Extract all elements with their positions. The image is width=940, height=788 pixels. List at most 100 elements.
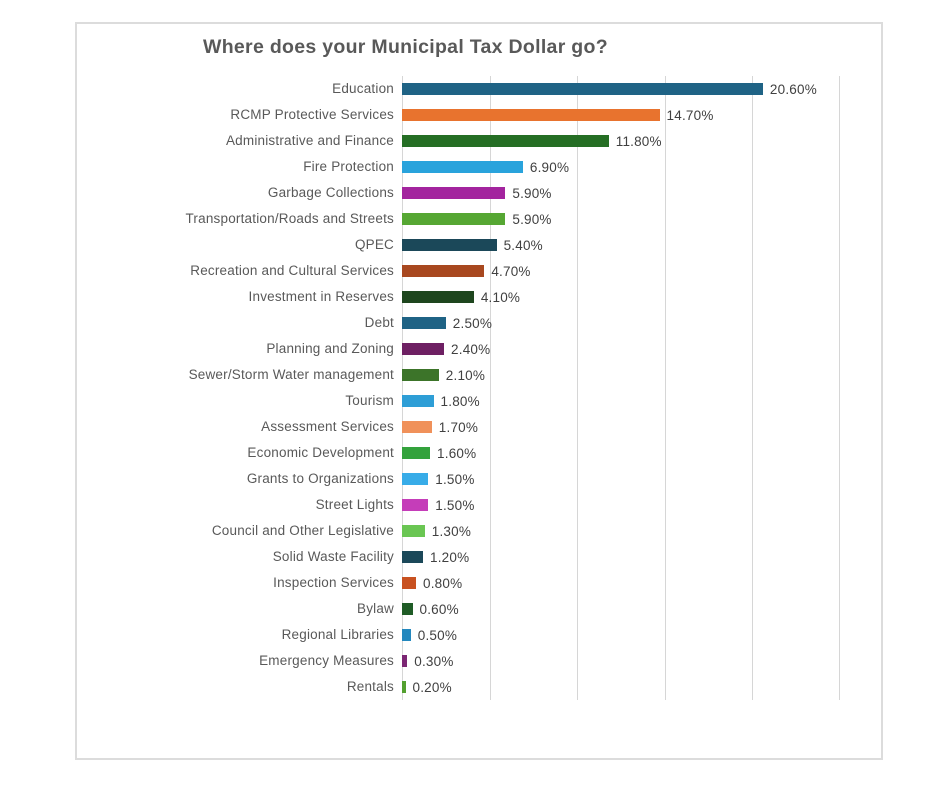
category-label: Inspection Services (273, 575, 394, 590)
bar (402, 187, 506, 199)
gridline (664, 76, 666, 700)
bar-value-label: 1.70% (438, 419, 479, 435)
bar (402, 213, 506, 225)
bar-value-label: 0.60% (419, 601, 459, 617)
category-label: Economic Development (247, 445, 394, 460)
bar (402, 551, 424, 563)
category-label: Transportation/Roads and Streets (185, 211, 394, 226)
bar-value-label: 1.50% (435, 471, 475, 487)
bar-row: 5.90% (402, 180, 840, 206)
bar-row: 2.10% (402, 362, 840, 388)
bar-row: 2.40% (402, 336, 840, 362)
bar-value-label: 5.90% (512, 211, 552, 227)
category-label: Regional Libraries (281, 627, 394, 642)
bar-row: 0.80% (402, 570, 840, 596)
category-label: Recreation and Cultural Services (190, 263, 394, 278)
bar-value-label: 11.80% (615, 133, 662, 149)
bar (402, 629, 411, 641)
bars-area: 20.60% 14.70% 11.80% 6.90% 5.90% 5.90% 5.40% 4.… (402, 76, 840, 700)
category-label: Tourism (345, 393, 394, 408)
gridline (489, 76, 491, 700)
category-label: Debt (364, 315, 394, 330)
chart-title: Where does your Municipal Tax Dollar go? (203, 36, 608, 58)
bar (402, 291, 474, 303)
category-labels: Education RCMP Protective Services Adminis… (80, 76, 394, 700)
bar-row: 11.80% (402, 128, 840, 154)
bar-row: 0.20% (402, 674, 840, 700)
bar (402, 603, 413, 615)
bar-value-label: 1.80% (440, 393, 480, 409)
category-label: Street Lights (315, 497, 394, 512)
bar-row: 0.30% (402, 648, 840, 674)
bar-row: 14.70% (402, 102, 840, 128)
bar-value-label: 1.20% (430, 549, 470, 565)
bar (402, 343, 445, 355)
bar (402, 447, 431, 459)
bar (402, 317, 446, 329)
bar-row: 6.90% (402, 154, 840, 180)
bar-value-label: 14.70% (666, 107, 714, 123)
bar (402, 421, 432, 433)
bar (402, 369, 439, 381)
bar (402, 161, 523, 173)
category-label: Investment in Reserves (248, 289, 394, 304)
bar (402, 109, 660, 121)
category-label: Bylaw (356, 601, 394, 616)
category-label: Emergency Measures (259, 653, 394, 668)
gridline (839, 76, 840, 700)
bar-row: 1.60% (402, 440, 840, 466)
bar-row: 1.20% (402, 544, 840, 570)
category-label: Assessment Services (261, 419, 394, 434)
bar-row: 0.60% (402, 596, 840, 622)
bar-row: 1.50% (402, 492, 840, 518)
bar-value-label: 1.30% (431, 523, 472, 539)
bar-row: 1.50% (402, 466, 840, 492)
bar (402, 83, 763, 95)
bar-value-label: 1.60% (437, 445, 477, 461)
bar-row: 1.70% (402, 414, 840, 440)
bar-value-label: 0.30% (414, 653, 454, 669)
bar (402, 577, 417, 589)
category-label: Rentals (346, 679, 394, 694)
bar (402, 265, 485, 277)
category-label: Solid Waste Facility (272, 549, 394, 564)
bar-row: 2.50% (402, 310, 840, 336)
bar (402, 239, 497, 251)
bar (402, 135, 609, 147)
bar-row: 5.40% (402, 232, 840, 258)
gridline (577, 76, 579, 700)
bar-value-label: 20.60% (769, 81, 817, 97)
category-label: Council and Other Legislative (211, 523, 394, 538)
category-label: Administrative and Finance (225, 133, 394, 148)
bar-row: 20.60% (402, 76, 840, 102)
bar (402, 681, 406, 693)
bar-value-label: 0.80% (423, 575, 463, 591)
category-label: Grants to Organizations (246, 471, 394, 486)
bar-row: 0.50% (402, 622, 840, 648)
bar-value-label: 2.50% (452, 315, 493, 331)
gridline (752, 76, 754, 700)
bar-value-label: 4.10% (480, 289, 521, 305)
bar-value-label: 4.70% (491, 263, 531, 279)
bar (402, 499, 429, 511)
bar-row: 4.70% (402, 258, 840, 284)
bar-value-label: 1.50% (435, 497, 475, 513)
category-label: RCMP Protective Services (230, 107, 394, 122)
bar-value-label: 0.20% (412, 679, 452, 695)
plot-area: 20.60% 14.70% 11.80% 6.90% 5.90% 5.90% 5.40% 4.… (402, 76, 840, 700)
gridline (402, 76, 403, 700)
bar-value-label: 2.10% (445, 367, 486, 383)
bar (402, 395, 434, 407)
bar-value-label: 6.90% (529, 159, 570, 175)
category-label: Planning and Zoning (266, 341, 394, 356)
category-label: Sewer/Storm Water management (188, 367, 394, 382)
bar-value-label: 2.40% (451, 341, 491, 357)
bar-row: 4.10% (402, 284, 840, 310)
bar (402, 655, 408, 667)
bar (402, 473, 429, 485)
bar-row: 5.90% (402, 206, 840, 232)
bar-row: 1.30% (402, 518, 840, 544)
category-label: Garbage Collections (267, 185, 394, 200)
bar-value-label: 5.40% (503, 237, 543, 253)
